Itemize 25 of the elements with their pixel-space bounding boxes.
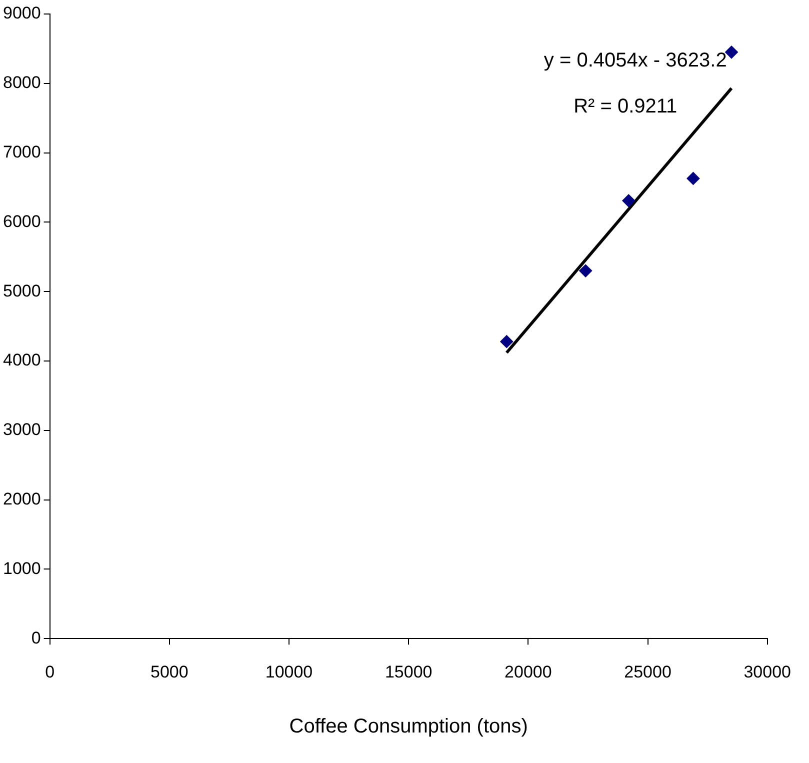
x-tick-label: 10000: [265, 662, 313, 682]
x-tick-label: 30000: [744, 662, 792, 682]
point: [622, 194, 636, 208]
y-tick-label: 2000: [2, 489, 41, 508]
y-tick-label: 3000: [2, 420, 41, 440]
y-tick-label: 4000: [2, 350, 41, 370]
point: [724, 46, 738, 59]
x-tick-label: 5000: [150, 662, 188, 682]
y-tick-label: 8000: [2, 73, 41, 92]
y-tick-label: 0: [31, 628, 41, 648]
x-tick-label: 15000: [384, 662, 432, 682]
annotation: R² = 0.9211: [574, 96, 678, 118]
point: [579, 264, 592, 278]
y-tick-label: 1000: [2, 558, 41, 578]
x-tick-label: 20000: [504, 662, 552, 682]
y-tick-label: 7000: [2, 142, 41, 162]
point: [500, 335, 514, 348]
y-tick-label: 6000: [2, 212, 41, 231]
x-tick-label: 0: [45, 662, 55, 682]
y-tick-label: 9000: [2, 4, 41, 23]
x-tick-label: 25000: [624, 662, 672, 682]
x-axis-title: Coffee Consumption (tons): [289, 716, 528, 738]
y-tick-label: 5000: [2, 281, 41, 300]
point: [686, 172, 700, 185]
annotation: y = 0.4054x - 3623.2: [544, 50, 727, 72]
